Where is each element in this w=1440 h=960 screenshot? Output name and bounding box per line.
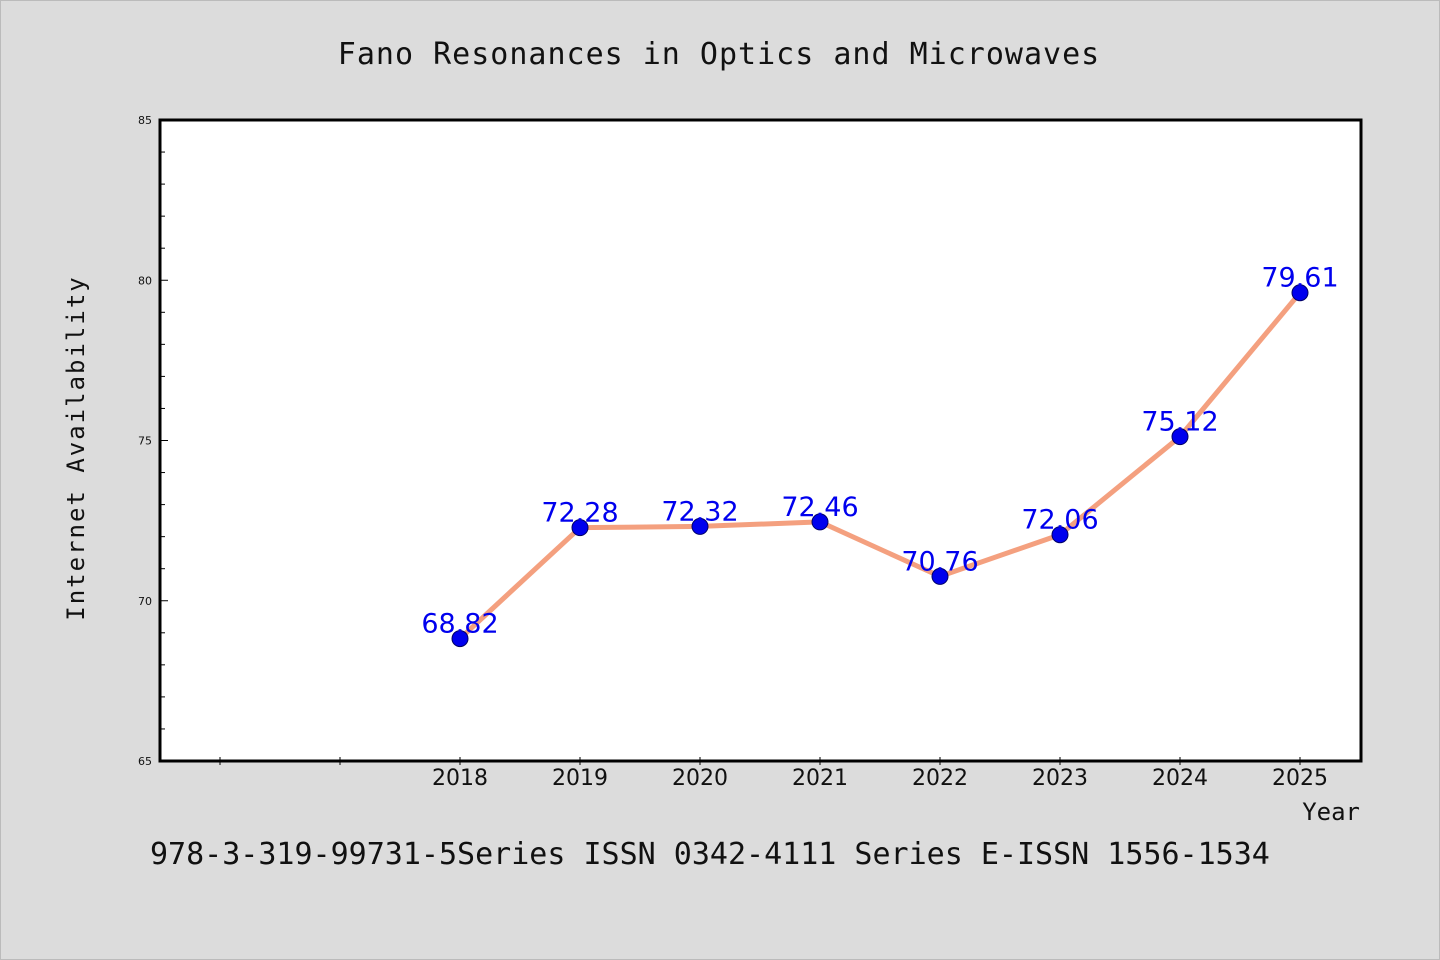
chart-title: Fano Resonances in Optics and Microwaves — [338, 37, 1100, 72]
x-tick-label: 2025 — [1272, 766, 1328, 791]
x-tick-label: 2020 — [672, 766, 728, 791]
x-axis-ticks: 2018 2019 2020 2021 2022 2023 2024 2025 — [219, 757, 1328, 791]
data-label: 72.06 — [1021, 505, 1098, 536]
x-tick-label: 2019 — [552, 766, 608, 791]
data-point — [811, 513, 829, 531]
x-tick-label: 2021 — [792, 766, 848, 791]
y-tick-label: 65 — [138, 755, 152, 768]
data-label: 79.61 — [1261, 263, 1338, 294]
y-tick-label: 75 — [138, 435, 152, 448]
data-label: 72.46 — [781, 492, 858, 523]
x-tick-label: 2022 — [912, 766, 968, 791]
data-label: 72.32 — [661, 496, 738, 527]
y-tick-label: 70 — [138, 595, 152, 608]
x-tick-label: 2018 — [432, 766, 488, 791]
data-label: 72.28 — [541, 498, 618, 529]
data-label: 70.76 — [901, 546, 978, 577]
data-point — [451, 630, 469, 648]
x-tick-label: 2023 — [1032, 766, 1088, 791]
plot-area — [160, 120, 1361, 761]
data-point — [1171, 428, 1189, 446]
data-point — [1291, 284, 1309, 302]
y-tick-label: 80 — [138, 274, 152, 287]
x-axis-label: Year — [1302, 798, 1360, 826]
data-point — [1051, 526, 1069, 544]
data-point — [571, 519, 589, 537]
footer-text: 978-3-319-99731-5Series ISSN 0342-4111 S… — [150, 837, 1270, 872]
data-labels: 68.82 72.28 72.32 72.46 70.76 72.06 75.12 79.61 — [421, 263, 1338, 640]
x-tick-label: 2024 — [1152, 766, 1208, 791]
data-label: 68.82 — [421, 609, 498, 640]
y-axis-label: Internet Availability — [62, 275, 90, 620]
plot-frame — [158, 118, 1363, 763]
data-point — [931, 567, 949, 585]
data-label: 75.12 — [1141, 407, 1218, 438]
series-markers — [451, 284, 1309, 648]
series-line — [457, 290, 1303, 642]
data-point — [691, 517, 709, 535]
y-tick-label: 85 — [138, 114, 152, 127]
